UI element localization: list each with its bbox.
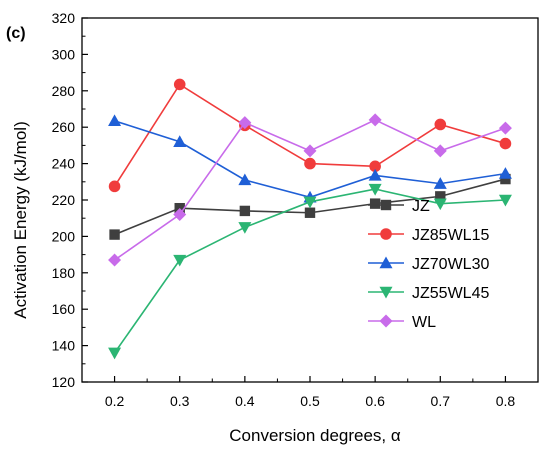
y-tick-label: 320 bbox=[52, 10, 76, 26]
y-tick-label: 260 bbox=[52, 119, 76, 135]
y-tick-label: 140 bbox=[52, 338, 76, 354]
data-point-jz55wl45 bbox=[498, 194, 512, 207]
x-tick-label: 0.5 bbox=[300, 393, 320, 409]
legend-label: JZ70WL30 bbox=[412, 256, 489, 273]
data-point-jz85wl15 bbox=[499, 137, 512, 150]
data-point-jz bbox=[435, 191, 446, 202]
data-point-jz85wl15 bbox=[304, 157, 316, 170]
y-tick-label: 160 bbox=[52, 301, 76, 317]
data-point-jz bbox=[500, 173, 511, 185]
data-point-jz70wl30 bbox=[173, 135, 187, 147]
data-point-jz85wl15 bbox=[369, 160, 381, 173]
data-point-wl bbox=[368, 113, 382, 127]
data-point-jz55wl45 bbox=[303, 196, 317, 209]
y-tick-label: 300 bbox=[52, 46, 76, 62]
x-tick-label: 0.4 bbox=[235, 393, 255, 409]
legend-label: JZ bbox=[412, 198, 430, 215]
data-point-jz55wl45 bbox=[368, 183, 382, 196]
legend-label: JZ85WL15 bbox=[412, 227, 489, 244]
panel-label: (c) bbox=[6, 25, 26, 42]
data-point-wl bbox=[173, 208, 187, 222]
data-point-jz bbox=[369, 198, 381, 209]
x-tick-label: 0.2 bbox=[105, 393, 125, 409]
legend-label: WL bbox=[412, 314, 436, 331]
data-point-jz85wl15 bbox=[108, 180, 121, 193]
series-line-jz85wl15 bbox=[113, 83, 506, 187]
y-tick-label: 240 bbox=[52, 156, 76, 172]
legend-marker bbox=[380, 228, 392, 240]
data-point-wl bbox=[303, 144, 317, 158]
x-tick-label: 0.3 bbox=[170, 393, 190, 409]
data-point-wl bbox=[433, 144, 447, 158]
y-tick-label: 280 bbox=[52, 83, 76, 99]
x-tick-label: 0.8 bbox=[496, 393, 516, 409]
legend: JZ JZ85WL15 JZ70WL30 JZ55WL45 WL bbox=[368, 198, 489, 331]
data-point-jz70wl30 bbox=[238, 173, 252, 186]
legend-marker bbox=[379, 256, 393, 269]
legend-marker bbox=[379, 314, 393, 328]
data-point-jz55wl45 bbox=[238, 222, 252, 234]
data-point-jz bbox=[239, 205, 251, 217]
data-point-jz55wl45 bbox=[433, 198, 447, 211]
data-point-jz70wl30 bbox=[433, 177, 447, 189]
legend-label: JZ55WL45 bbox=[412, 285, 489, 302]
y-tick-label: 180 bbox=[52, 265, 76, 281]
data-point-jz55wl45 bbox=[173, 254, 187, 267]
data-point-jz85wl15 bbox=[434, 118, 447, 131]
y-tick-label: 120 bbox=[52, 374, 76, 390]
plot-layer: 120 140 160 180 200 220 240 260 280 300 320 0.2 0.3 0… bbox=[52, 10, 539, 409]
x-tick-label: 0.7 bbox=[431, 393, 451, 409]
data-point-jz85wl15 bbox=[173, 78, 186, 91]
y-tick-label: 200 bbox=[52, 228, 76, 244]
y-tick-label: 220 bbox=[52, 192, 76, 208]
data-point-jz bbox=[109, 229, 120, 240]
data-point-wl bbox=[238, 116, 252, 130]
data-point-jz70wl30 bbox=[498, 167, 512, 179]
x-tick-label: 0.6 bbox=[365, 393, 385, 409]
data-point-jz bbox=[304, 207, 316, 218]
legend-marker bbox=[379, 286, 393, 299]
x-axis-title: Conversion degrees, α bbox=[229, 426, 401, 445]
data-point-wl bbox=[108, 253, 122, 267]
data-point-jz70wl30 bbox=[108, 114, 122, 127]
legend-marker bbox=[380, 199, 392, 211]
y-axis-title: Activation Energy (kJ/mol) bbox=[11, 121, 30, 318]
data-point-jz55wl45 bbox=[108, 347, 122, 360]
data-point-wl bbox=[498, 121, 512, 135]
data-point-jz70wl30 bbox=[368, 168, 382, 181]
